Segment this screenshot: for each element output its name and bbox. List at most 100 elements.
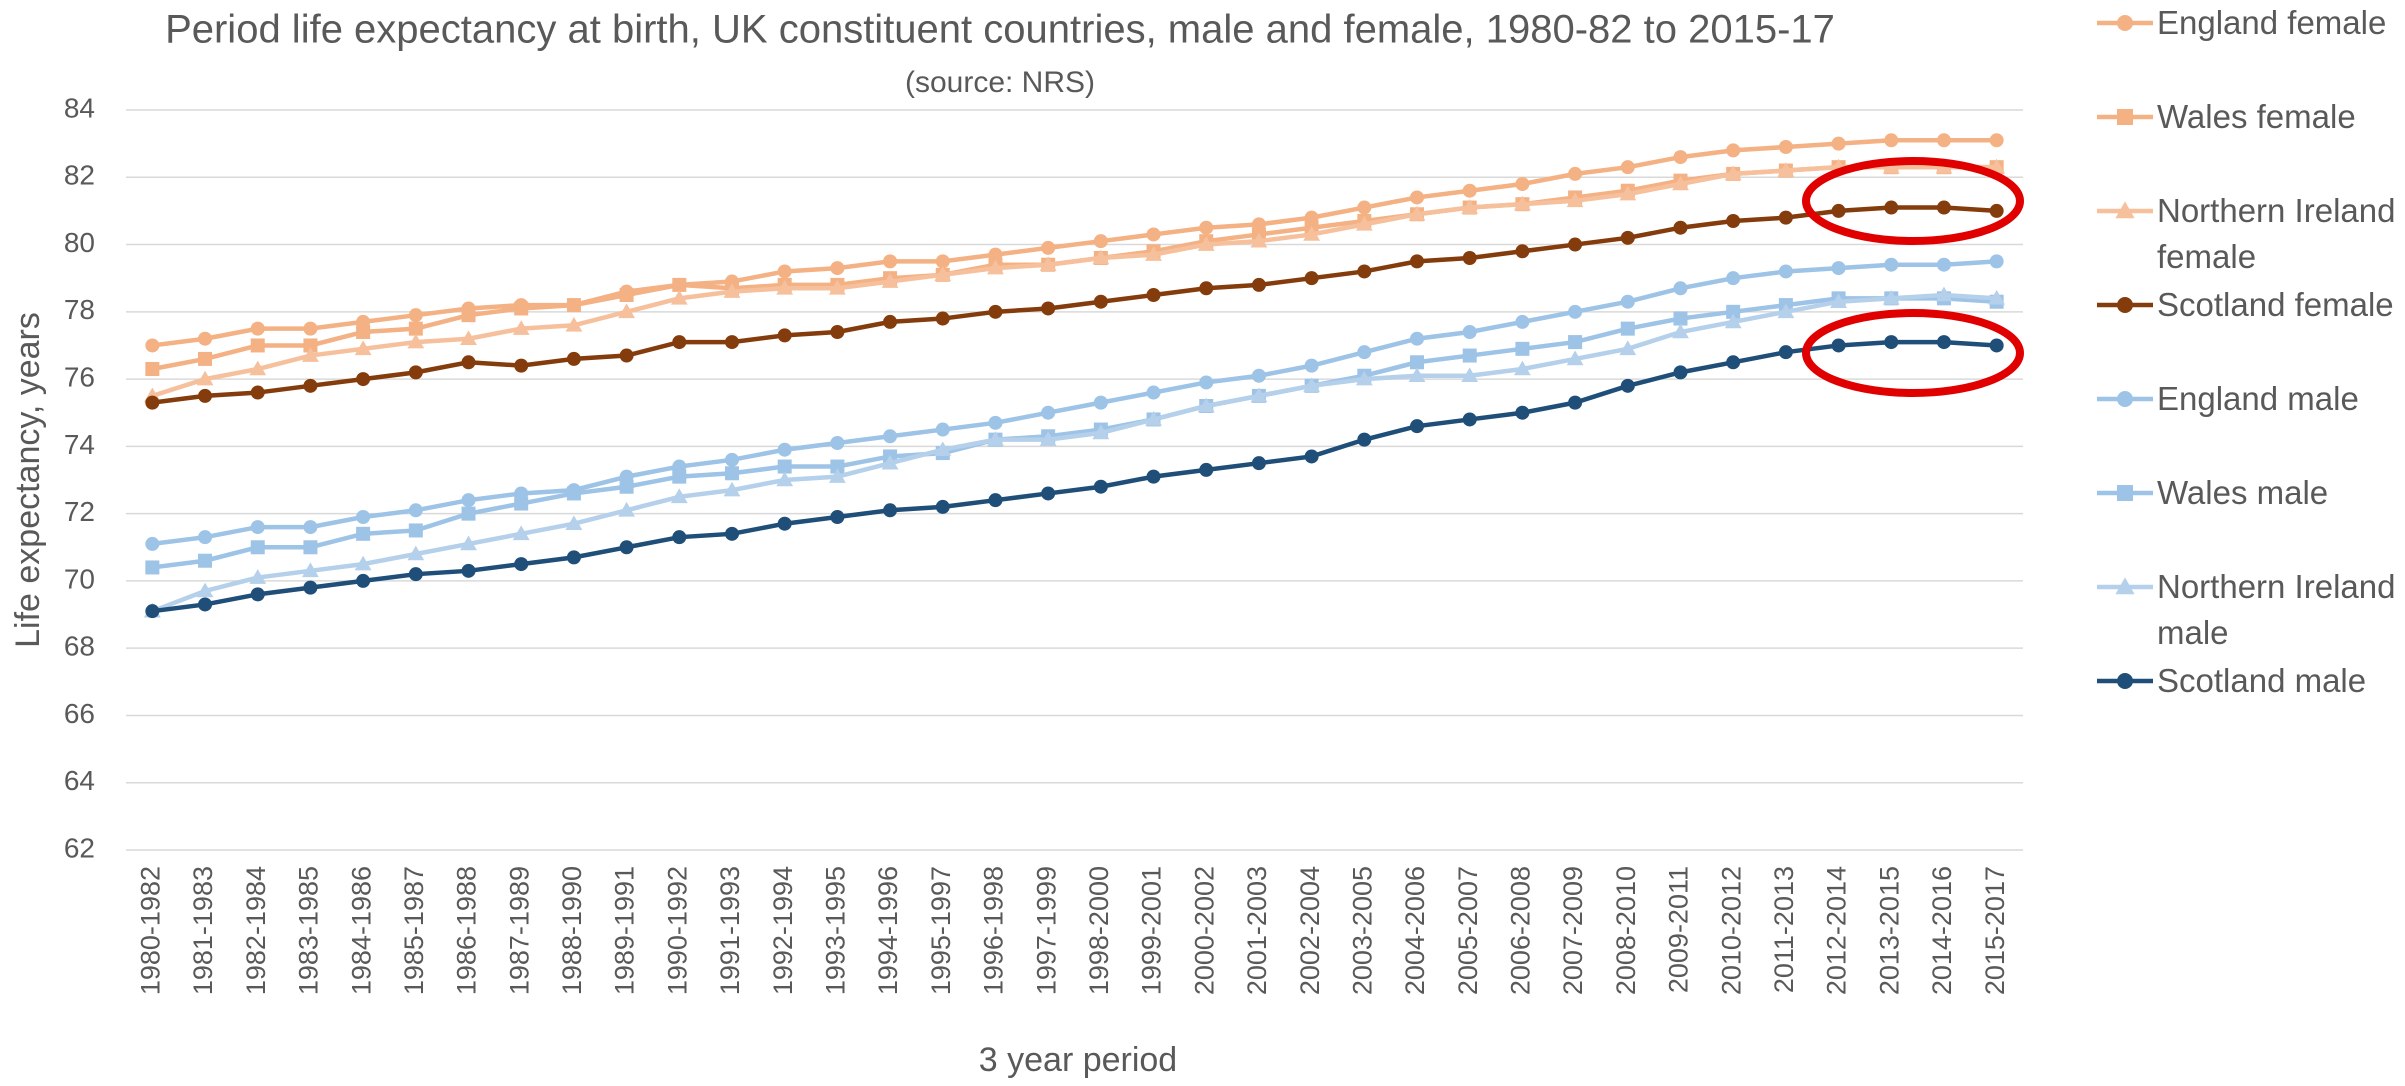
marker — [303, 338, 318, 353]
marker — [1462, 348, 1477, 363]
marker — [1777, 162, 1795, 177]
marker — [2117, 15, 2133, 31]
marker — [1936, 133, 1951, 148]
marker — [723, 481, 741, 497]
series-line — [152, 138, 1997, 348]
marker — [672, 469, 687, 484]
marker — [1304, 271, 1319, 286]
marker — [1988, 158, 2006, 174]
x-tick-label: 1988-1990 — [557, 866, 587, 995]
marker — [461, 308, 476, 323]
marker — [830, 325, 845, 339]
x-tick-label: 1995-1997 — [926, 866, 956, 995]
marker — [356, 510, 371, 524]
marker — [1357, 345, 1372, 360]
marker — [1251, 277, 1266, 292]
x-tick-label: 1991-1993 — [715, 866, 745, 995]
marker — [1041, 240, 1056, 255]
marker — [1093, 479, 1108, 494]
x-tick-label: 1982-1984 — [241, 866, 271, 995]
marker — [1357, 432, 1372, 447]
marker — [1672, 175, 1689, 191]
series-line — [151, 164, 1997, 372]
marker — [1620, 321, 1635, 336]
marker — [566, 550, 581, 565]
chart-subtitle: (source: NRS) — [905, 66, 1095, 99]
y-tick-label: 74 — [64, 429, 95, 460]
legend-swatch — [2097, 15, 2153, 31]
marker — [356, 526, 371, 541]
marker — [934, 441, 952, 457]
x-tick-label: 2003-2005 — [1347, 866, 1377, 995]
marker — [1831, 203, 1846, 218]
x-tick-label: 2014-2016 — [1927, 866, 1957, 995]
marker — [1197, 236, 1215, 251]
marker — [196, 370, 214, 386]
marker — [250, 520, 265, 535]
marker — [1041, 486, 1056, 501]
marker — [512, 320, 530, 335]
marker — [145, 536, 160, 551]
marker — [1988, 289, 2006, 305]
marker — [883, 429, 898, 444]
marker — [1673, 365, 1688, 380]
marker — [776, 279, 794, 295]
x-tick-label: 2012-2014 — [1822, 866, 1852, 995]
marker — [1410, 355, 1425, 370]
marker — [1620, 294, 1635, 309]
marker — [1357, 264, 1372, 279]
marker — [1408, 367, 1426, 383]
x-tick-label: 1983-1985 — [294, 866, 324, 995]
marker — [1461, 199, 1479, 214]
marker — [1726, 355, 1741, 370]
marker — [619, 288, 634, 302]
marker — [1355, 215, 1373, 231]
marker — [407, 545, 425, 561]
marker — [1620, 230, 1635, 245]
marker — [672, 530, 687, 545]
marker — [302, 562, 319, 578]
marker — [1726, 143, 1741, 158]
marker — [1568, 304, 1583, 319]
marker — [1673, 150, 1688, 165]
marker — [198, 597, 213, 612]
marker — [1568, 237, 1583, 252]
y-tick-label: 70 — [64, 563, 95, 594]
marker — [356, 325, 371, 339]
marker — [830, 436, 845, 450]
legend-label: England male — [2157, 380, 2359, 417]
marker — [303, 540, 318, 555]
series-line — [152, 205, 1997, 405]
legend-swatch — [2097, 673, 2153, 689]
marker — [461, 355, 476, 370]
marker — [1568, 166, 1583, 181]
marker — [2115, 201, 2135, 219]
x-tick-label: 1990-1992 — [662, 866, 692, 995]
marker — [2117, 297, 2133, 313]
marker — [987, 259, 1004, 275]
marker — [514, 557, 529, 572]
marker — [1199, 462, 1214, 477]
marker — [1092, 249, 1110, 265]
marker — [1724, 165, 1742, 181]
marker — [1726, 304, 1741, 319]
marker — [1568, 395, 1583, 410]
marker — [1724, 313, 1742, 329]
marker — [618, 501, 635, 517]
marker — [881, 454, 899, 470]
x-tick-label: 2007-2009 — [1558, 866, 1588, 995]
legend-label: Northern Ireland male — [2157, 568, 2396, 651]
x-tick-label: 1980-1982 — [135, 866, 165, 995]
x-tick-label: 2015-2017 — [1980, 866, 2010, 995]
x-tick-label: 2009-2011 — [1664, 866, 1694, 993]
marker — [1093, 294, 1108, 309]
x-tick-label: 1984-1986 — [346, 866, 376, 995]
marker — [1936, 257, 1951, 272]
marker — [566, 351, 581, 366]
marker — [2117, 673, 2133, 689]
marker — [198, 530, 213, 545]
marker — [724, 335, 739, 350]
x-tick-label: 2004-2006 — [1400, 866, 1430, 995]
marker — [408, 321, 423, 336]
